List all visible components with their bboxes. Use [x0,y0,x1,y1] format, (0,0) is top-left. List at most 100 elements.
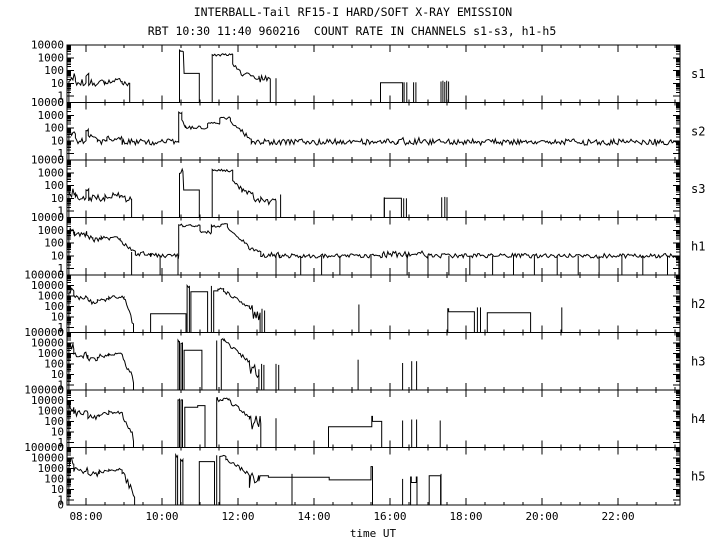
trace-h4-run2 [180,399,183,448]
axis-ticks-h1 [67,217,680,275]
axis-ticks-s2 [67,102,680,160]
trace-s1-run1 [179,48,200,103]
trace-s1-run3 [380,82,404,103]
panel-label-h4: h4 [691,412,705,426]
y-tick-label-h2: 100000 [24,269,64,282]
trace-h2-run2 [186,283,190,333]
panel-frame-h4 [66,389,681,448]
trace-h4-run3 [184,405,206,448]
y-tick-label-h1: 1000 [38,224,65,237]
y-tick-label-s2: 1 [57,147,64,160]
trace-s1-run2 [211,53,271,103]
y-tick-label-s3: 1000 [38,166,65,179]
x-tick-label-16:00: 16:00 [373,510,406,523]
y-tick-label-s2: 100 [44,122,64,135]
panel-label-h2: h2 [691,297,705,311]
trace-h4-run4 [216,397,262,448]
y-tick-label-s1: 1000 [38,51,65,64]
y-tick-label-s2: 10 [51,134,64,147]
trace-h2-run5 [447,308,475,333]
axis-ticks-h5 [67,447,680,505]
trace-h5-run5 [410,476,418,505]
trace-h5-run4 [219,454,373,505]
y-tick-label-h2: 100 [44,300,64,313]
trace-h3-run3 [183,349,203,390]
trace-s2-run0 [68,111,680,160]
trace-s3-run0 [68,187,133,218]
x-tick-label-22:00: 22:00 [602,510,635,523]
trace-h4-run1 [177,398,180,448]
y-tick-label-h4: 10000 [31,394,64,407]
y-tick-label-h5: 0 [57,499,64,512]
y-tick-label-h1: 100 [44,237,64,250]
y-tick-label-s1: 100 [44,64,64,77]
y-tick-label-s3: 10 [51,192,64,205]
panel-label-h3: h3 [691,354,705,368]
y-tick-label-h4: 1 [57,436,64,449]
trace-h5-run3 [198,461,215,505]
x-tick-label-20:00: 20:00 [525,510,558,523]
x-tick-label-18:00: 18:00 [449,510,482,523]
y-tick-label-h4: 10 [51,425,64,438]
trace-h3-run4 [220,337,260,390]
x-tick-label-08:00: 08:00 [69,510,102,523]
trace-h3-run0 [68,342,134,390]
axis-ticks-h3 [67,332,680,390]
y-tick-label-h4: 1000 [38,404,65,417]
y-tick-label-h1: 10 [51,249,64,262]
trace-s3-run1 [179,167,200,218]
y-tick-label-h3: 1 [57,378,64,391]
panel-label-s3: s3 [691,182,705,196]
y-tick-label-h2: 1000 [38,289,65,302]
trace-h3-run2 [180,342,183,390]
y-tick-label-s3: 100 [44,179,64,192]
y-tick-label-h5: 1000 [38,462,65,475]
trace-h4-run5 [328,415,383,448]
y-tick-label-s3: 10000 [31,154,64,167]
x-tick-label-12:00: 12:00 [221,510,254,523]
panel-frame-s3 [66,159,681,218]
y-tick-label-h5: 100000 [24,441,64,454]
y-tick-label-h3: 100 [44,357,64,370]
x-tick-label-14:00: 14:00 [297,510,330,523]
panel-frame-h3 [66,332,681,391]
y-tick-label-h5: 100 [44,472,64,485]
y-tick-label-h2: 0 [57,326,64,339]
y-tick-label-h3: 0 [57,384,64,397]
y-tick-label-h3: 1000 [38,347,65,360]
axis-ticks-s3 [67,159,680,218]
trace-h5-run6 [428,475,442,505]
y-tick-label-h2: 1 [57,321,64,334]
y-tick-label-h1: 1 [57,262,64,275]
y-tick-label-h1: 10000 [31,211,64,224]
axis-ticks-s1 [67,44,680,103]
panel-label-s2: s2 [691,124,705,138]
trace-h1-run0 [68,223,680,275]
panel-frame-h2 [66,274,681,333]
panel-frame-h1 [66,217,681,276]
chart-subtitle: RBT 10:30 11:40 960216 COUNT RATE IN CHA… [148,24,557,38]
trace-h2-run3 [190,291,209,333]
panel-label-h1: h1 [691,239,705,253]
trace-h3-run1 [177,338,180,390]
y-tick-label-h2: 10 [51,310,64,323]
trace-h2-run1 [150,313,187,333]
y-tick-label-s1: 1 [57,90,64,103]
trace-h5-run0 [68,457,136,505]
y-tick-label-h1: 0 [57,269,64,282]
trace-s3-run2 [211,168,277,218]
panel-label-s1: s1 [691,67,705,81]
trace-h5-run2 [180,457,184,505]
trace-s1-run0 [68,72,131,103]
panel-frame-s2 [66,102,681,161]
y-tick-label-s1: 0 [57,96,64,109]
panel-frame-h5 [66,447,681,506]
trace-h2-run6 [486,312,532,333]
y-tick-label-s3: 0 [57,211,64,224]
trace-s3-run3 [383,197,402,218]
y-tick-label-s3: 1 [57,205,64,218]
y-tick-label-h3: 10 [51,368,64,381]
chart-title: INTERBALL-Tail RF15-I HARD/SOFT X-RAY EM… [194,5,513,19]
trace-h2-run0 [68,287,134,333]
